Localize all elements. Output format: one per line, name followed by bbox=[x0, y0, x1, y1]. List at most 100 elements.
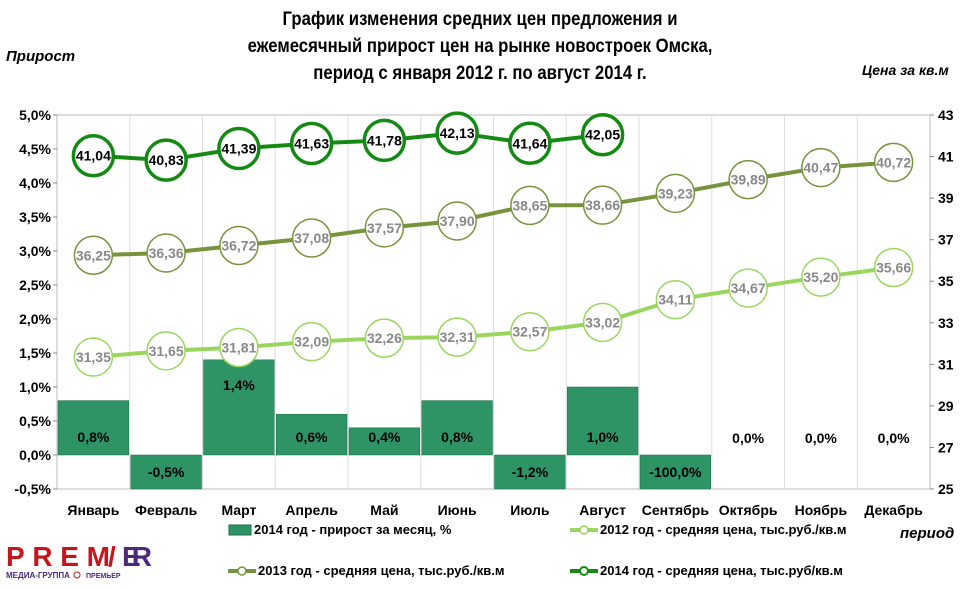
x-tick: Март bbox=[221, 502, 256, 518]
data-point bbox=[728, 159, 768, 200]
y-tick-left: 3,5% bbox=[19, 209, 51, 225]
data-label: 34,11 bbox=[658, 292, 692, 308]
data-point bbox=[289, 121, 334, 166]
data-point bbox=[655, 279, 696, 320]
svg-text:PREM: PREM bbox=[6, 541, 110, 572]
bar bbox=[494, 454, 566, 490]
data-label: 37,90 bbox=[440, 213, 475, 229]
y-tick-left: 4,0% bbox=[19, 175, 51, 191]
data-label: 41,39 bbox=[221, 140, 256, 156]
data-label: 41,64 bbox=[512, 135, 547, 151]
data-label: 42,13 bbox=[440, 125, 475, 141]
data-point bbox=[801, 147, 841, 188]
y-axis-right-label: Цена за кв.м bbox=[862, 62, 949, 78]
x-tick: Февраль bbox=[135, 502, 198, 518]
x-tick: Сентябрь bbox=[642, 502, 710, 518]
svg-text:ER: ER bbox=[122, 541, 152, 572]
data-label: 40,72 bbox=[876, 154, 911, 170]
bar bbox=[130, 454, 202, 490]
data-label: 38,65 bbox=[512, 197, 547, 213]
data-point bbox=[582, 302, 623, 343]
x-tick: Январь bbox=[67, 502, 119, 518]
chart-title: График изменения средних цен предложения… bbox=[190, 6, 771, 87]
data-point bbox=[291, 321, 332, 362]
data-point bbox=[873, 247, 914, 288]
data-label: 35,66 bbox=[876, 260, 911, 276]
data-point bbox=[728, 268, 768, 308]
data-label: 36,72 bbox=[221, 237, 256, 253]
y-tick-right: 39 bbox=[938, 190, 954, 206]
title-line: График изменения средних цен предложения… bbox=[282, 9, 678, 30]
x-tick: Июль bbox=[510, 502, 550, 518]
bar bbox=[639, 454, 711, 490]
data-point bbox=[873, 142, 914, 183]
data-point bbox=[217, 126, 261, 171]
bar bbox=[203, 359, 275, 456]
x-axis-label: период bbox=[900, 525, 955, 542]
legend-label: 2013 год - средняя цена, тыс.руб./кв.м bbox=[258, 563, 505, 578]
data-label: 40,83 bbox=[149, 152, 184, 168]
data-point bbox=[291, 218, 332, 258]
data-point bbox=[510, 185, 550, 226]
bar-label: 0,4% bbox=[368, 429, 400, 445]
x-tick: Апрель bbox=[285, 502, 338, 518]
x-tick: Ноябрь bbox=[795, 502, 848, 518]
data-label: 42,05 bbox=[585, 127, 620, 143]
bar-label: -100,0% bbox=[649, 464, 702, 480]
data-label: 32,09 bbox=[294, 334, 329, 350]
data-point bbox=[364, 208, 405, 248]
y-tick-left: 5,0% bbox=[19, 107, 51, 123]
svg-text:МЕДИА-ГРУППА: МЕДИА-ГРУППА bbox=[6, 571, 70, 580]
bar bbox=[421, 400, 493, 456]
bar-label: -1,2% bbox=[512, 464, 549, 480]
bar bbox=[276, 413, 348, 456]
bar-label: -0,5% bbox=[148, 464, 185, 480]
bar-label: 1,0% bbox=[587, 429, 619, 445]
data-point bbox=[437, 201, 477, 241]
data-label: 33,02 bbox=[585, 314, 620, 330]
data-point bbox=[655, 173, 696, 214]
data-label: 32,26 bbox=[367, 330, 402, 346]
x-tick: Май bbox=[370, 502, 398, 518]
data-label: 31,81 bbox=[221, 340, 256, 356]
y-axis-left-label: Прирост bbox=[6, 48, 76, 65]
data-label: 35,20 bbox=[803, 269, 838, 285]
y-tick-left: -0,5% bbox=[14, 481, 51, 497]
legend-item-2014: 2014 год - средняя цена, тыс.руб/кв.м bbox=[570, 563, 843, 578]
bar bbox=[348, 427, 420, 456]
data-point bbox=[437, 317, 477, 357]
y-tick-right: 29 bbox=[938, 398, 954, 414]
y-tick-right: 37 bbox=[938, 232, 954, 248]
y-tick-left: 0,5% bbox=[19, 413, 51, 429]
y-tick-right: 33 bbox=[938, 315, 954, 331]
y-tick-left: 4,5% bbox=[19, 141, 51, 157]
y-tick-left: 2,0% bbox=[19, 311, 51, 327]
data-label: 36,25 bbox=[76, 247, 111, 263]
bar-label: 1,4% bbox=[223, 377, 255, 393]
data-label: 34,67 bbox=[731, 280, 766, 296]
y-tick-left: 1,5% bbox=[19, 345, 51, 361]
y-tick-right: 27 bbox=[938, 439, 954, 455]
data-point bbox=[73, 337, 114, 377]
data-point bbox=[144, 138, 188, 182]
data-label: 41,04 bbox=[76, 148, 111, 164]
data-label: 40,47 bbox=[803, 160, 838, 176]
data-label: 37,57 bbox=[367, 220, 402, 236]
bar bbox=[57, 400, 129, 456]
data-label: 36,36 bbox=[149, 245, 184, 261]
data-label: 41,63 bbox=[294, 135, 329, 151]
bar-label: 0,8% bbox=[77, 429, 109, 445]
title-line: период с января 2012 г. по август 2014 г… bbox=[313, 63, 647, 84]
legend-label: 2014 год - прирост за месяц, % bbox=[254, 522, 452, 537]
bar-label: 0,0% bbox=[732, 430, 764, 446]
data-label: 41,78 bbox=[367, 132, 402, 148]
data-label: 37,08 bbox=[294, 230, 329, 246]
data-point bbox=[364, 318, 405, 358]
y-tick-right: 43 bbox=[938, 107, 954, 123]
x-tick: Декабрь bbox=[864, 502, 923, 518]
x-tick: Август bbox=[579, 502, 626, 518]
y-tick-right: 31 bbox=[938, 356, 954, 372]
data-point bbox=[435, 111, 479, 155]
data-label: 31,65 bbox=[149, 343, 184, 359]
y-tick-left: 0,0% bbox=[19, 447, 51, 463]
